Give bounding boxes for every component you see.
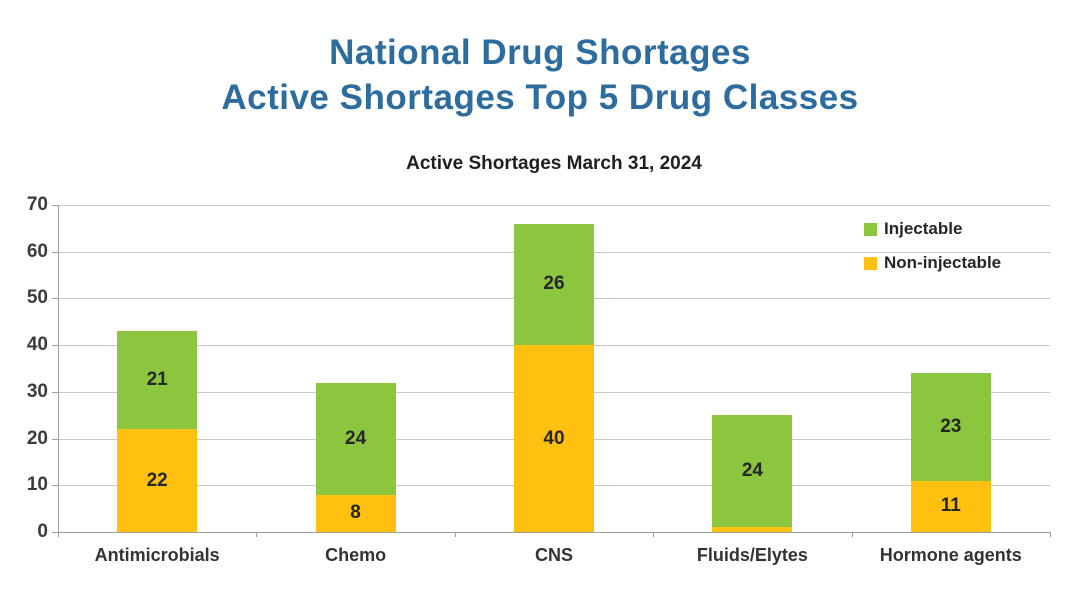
bar-segment-non-injectable-hormone-agents — [910, 480, 991, 532]
bar-segment-injectable-chemo — [315, 382, 396, 495]
legend-item-injectable: Injectable — [864, 219, 1001, 239]
y-axis-tick-60 — [52, 251, 58, 253]
bar-segment-non-injectable-cns — [514, 345, 594, 532]
y-axis-line — [58, 205, 59, 532]
y-axis-tick-50 — [52, 298, 58, 300]
gridline-70 — [58, 205, 1050, 206]
y-axis-tick-70 — [52, 205, 58, 206]
legend-swatch-injectable — [864, 222, 877, 236]
x-axis-tick-2 — [454, 532, 456, 537]
y-axis-tick-30 — [52, 391, 58, 393]
y-axis-label-50: 50 — [26, 287, 48, 309]
x-axis-label-hormone-agents: Hormone agents — [879, 545, 1022, 565]
page-title-line-1: National Drug Shortages — [329, 33, 751, 72]
x-axis-label-antimicrobials: Antimicrobials — [94, 545, 220, 565]
chart-title: Active Shortages March 31, 2024 — [406, 153, 702, 174]
bar-value-non-injectable-cns: 40 — [543, 427, 565, 449]
bar-value-injectable-antimicrobials: 21 — [146, 369, 168, 391]
y-axis-label-60: 60 — [26, 240, 48, 262]
y-axis-label-0: 0 — [37, 521, 48, 542]
y-axis-tick-0 — [52, 532, 58, 533]
x-axis-tick-0 — [58, 532, 59, 537]
bar-value-injectable-hormone-agents: 23 — [940, 415, 962, 437]
page-title-line-2: Active Shortages Top 5 Drug Classes — [221, 78, 859, 117]
legend-label-injectable: Injectable — [884, 219, 963, 238]
bar-value-non-injectable-hormone-agents: 11 — [940, 495, 961, 517]
bar-segment-non-injectable-fluids-elytes — [712, 527, 793, 532]
y-axis-label-10: 10 — [26, 474, 48, 496]
x-axis-line — [58, 532, 1050, 533]
bar-value-non-injectable-antimicrobials: 22 — [146, 469, 168, 491]
bar-segment-injectable-cns — [514, 223, 594, 346]
x-axis-label-fluids-elytes: Fluids/Elytes — [696, 545, 808, 565]
bar-segment-non-injectable-chemo — [315, 494, 396, 532]
legend-item-non-injectable: Non-injectable — [864, 253, 1001, 273]
y-axis-label-30: 30 — [26, 380, 48, 402]
y-axis-tick-20 — [52, 438, 58, 440]
legend-swatch-non-injectable — [864, 256, 877, 270]
x-axis-label-cns: CNS — [534, 545, 573, 565]
x-axis-tick-4 — [851, 532, 853, 537]
bar-value-injectable-fluids-elytes: 24 — [741, 460, 763, 482]
x-axis-tick-3 — [653, 532, 655, 537]
x-axis-label-chemo: Chemo — [325, 545, 387, 565]
bar-segment-injectable-antimicrobials — [117, 331, 198, 430]
legend-label-non-injectable: Non-injectable — [884, 253, 1002, 272]
y-axis-label-20: 20 — [26, 427, 48, 449]
y-axis-label-40: 40 — [26, 334, 48, 356]
bar-value-non-injectable-chemo: 8 — [350, 502, 361, 524]
legend: Injectable Non-injectable — [864, 219, 1001, 273]
x-axis-tick-end — [1050, 532, 1051, 537]
bar-segment-non-injectable-antimicrobials — [117, 429, 198, 532]
page-title: National Drug Shortages Active Shortages… — [0, 30, 1080, 120]
bar-segment-injectable-fluids-elytes — [712, 415, 793, 528]
bar-value-injectable-cns: 26 — [543, 273, 565, 295]
x-axis-tick-1 — [256, 532, 258, 537]
bar-segment-injectable-hormone-agents — [910, 373, 991, 481]
y-axis-label-70: 70 — [26, 194, 48, 215]
bar-value-injectable-chemo: 24 — [345, 427, 367, 449]
y-axis-tick-10 — [52, 485, 58, 487]
y-axis-tick-40 — [52, 345, 58, 347]
